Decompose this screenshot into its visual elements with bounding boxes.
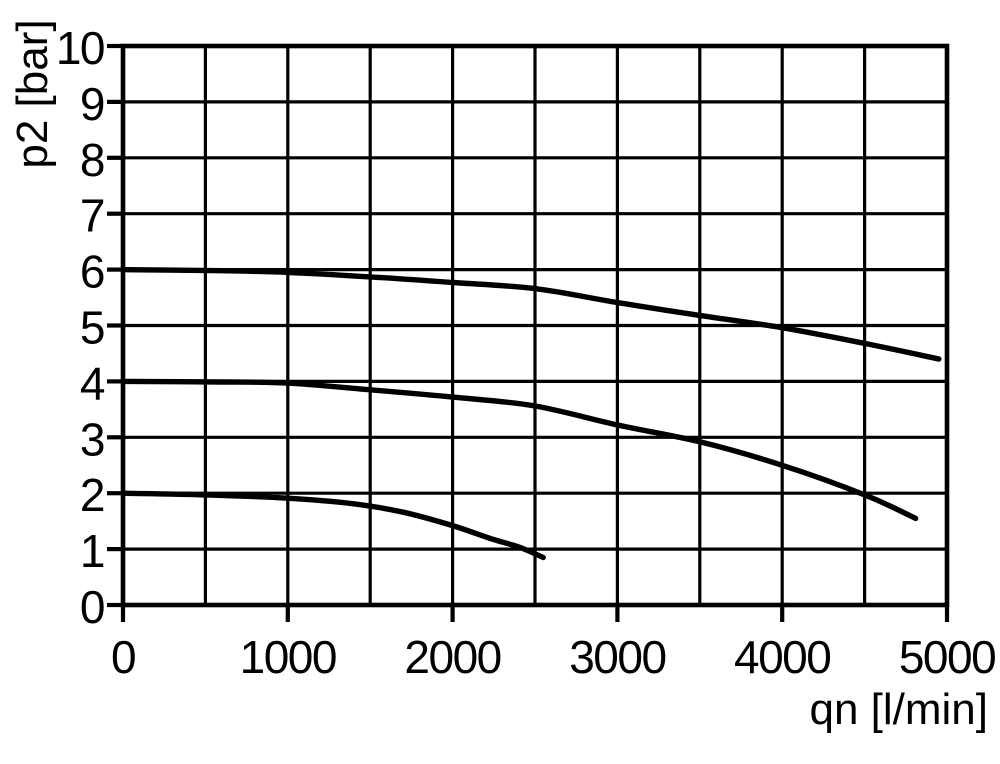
- curve-2-bar: [120, 490, 546, 561]
- grid-lines: [123, 46, 947, 605]
- x-tick-labels: 0 1000 2000 3000 4000 5000: [111, 631, 997, 683]
- y-tick-label: 2: [80, 469, 104, 521]
- y-tick-label: 3: [80, 413, 104, 465]
- y-tick-label: 10: [56, 22, 104, 74]
- x-tick-label: 4000: [734, 631, 830, 683]
- y-tick-label: 1: [80, 525, 104, 577]
- y-tick-label: 8: [80, 134, 104, 186]
- y-axis-title: p2 [bar]: [8, 19, 57, 168]
- x-tick-label: 0: [111, 631, 135, 683]
- x-tick-label: 2000: [404, 631, 500, 683]
- y-tick-label: 9: [80, 78, 104, 130]
- y-tick-label: 6: [80, 246, 104, 298]
- y-tick-label: 0: [80, 581, 104, 633]
- x-tick-label: 1000: [240, 631, 336, 683]
- x-tick-label: 5000: [899, 631, 995, 683]
- y-tick-label: 4: [80, 357, 105, 409]
- x-axis-title: qn [l/min]: [809, 685, 988, 734]
- axis-ticks: [107, 43, 950, 622]
- curve-6-bar: [120, 266, 942, 362]
- curve-4-bar: [120, 378, 919, 522]
- y-tick-label: 5: [80, 302, 104, 354]
- x-tick-label: 3000: [569, 631, 665, 683]
- y-tick-label: 7: [80, 190, 104, 242]
- curve-set: [120, 266, 942, 561]
